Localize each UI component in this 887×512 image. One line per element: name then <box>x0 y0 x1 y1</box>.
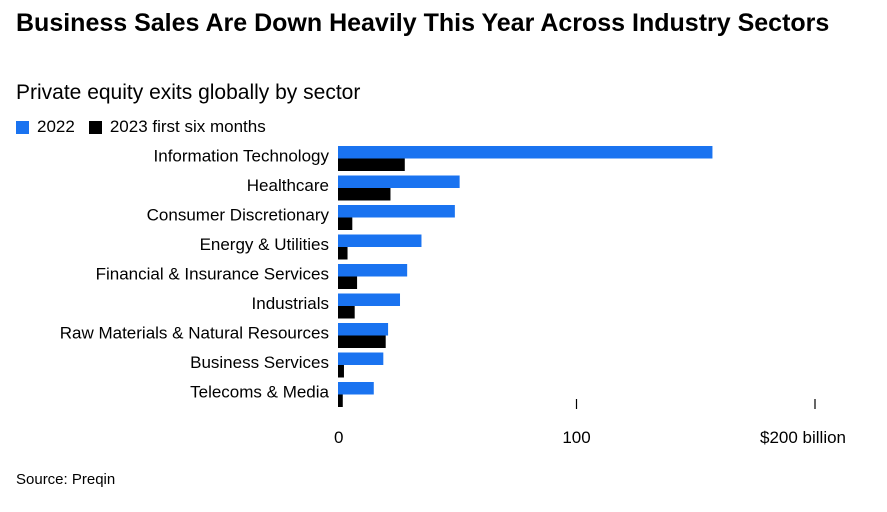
bar-2023 <box>338 306 355 319</box>
bar-2022 <box>338 264 408 277</box>
category-label: Energy & Utilities <box>200 235 329 254</box>
bar-2022 <box>338 382 374 395</box>
bar-2022 <box>338 234 422 247</box>
bar-2023 <box>338 158 405 171</box>
bar-2023 <box>338 365 344 378</box>
bar-2023 <box>338 394 343 407</box>
legend-item-2022: 2022 <box>16 117 75 137</box>
chart-subtitle: Private equity exits globally by sector <box>16 81 361 104</box>
bar-2022 <box>338 205 455 218</box>
category-label: Industrials <box>252 294 329 313</box>
bar-2023 <box>338 335 386 348</box>
legend-label-2023: 2023 first six months <box>109 117 266 136</box>
bar-2023 <box>338 188 391 201</box>
bar-2022 <box>338 175 460 188</box>
bar-2022 <box>338 146 713 159</box>
bar-2022 <box>338 323 389 336</box>
category-label: Business Services <box>190 353 329 372</box>
category-label: Information Technology <box>154 147 330 166</box>
legend-swatch-2023 <box>88 120 102 134</box>
chart-title: Business Sales Are Down Heavily This Yea… <box>16 9 830 37</box>
bar-2022 <box>338 352 384 365</box>
x-tick-label: 100 <box>562 428 590 447</box>
legend-label-2022: 2022 <box>37 117 75 136</box>
bar-2022 <box>338 293 401 306</box>
category-label: Financial & Insurance Services <box>96 265 329 284</box>
category-label: Healthcare <box>247 176 329 195</box>
bar-2023 <box>338 217 353 230</box>
category-label: Consumer Discretionary <box>147 206 330 225</box>
category-label: Raw Materials & Natural Resources <box>60 324 329 343</box>
x-tick-label: 0 <box>334 428 343 447</box>
x-tick-label: $200 billion <box>760 428 846 447</box>
legend-item-2023: 2023 first six months <box>88 117 266 137</box>
bar-2023 <box>338 247 348 260</box>
legend-swatch-2022 <box>16 120 29 134</box>
source-note: Source: Preqin <box>16 471 116 488</box>
bar-2023 <box>338 276 358 289</box>
category-label: Telecoms & Media <box>190 383 329 402</box>
chart-legend: 2022 2023 first six months <box>16 116 280 138</box>
